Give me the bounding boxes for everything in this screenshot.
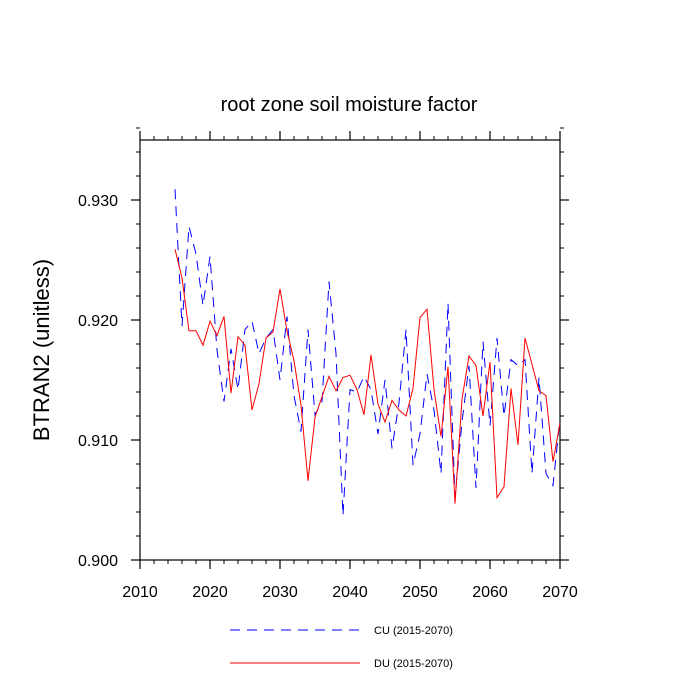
y-tick-label: 0.900 (78, 553, 118, 570)
x-tick-label: 2060 (472, 584, 508, 601)
major-ticks (131, 131, 569, 569)
series-layer (174, 189, 561, 516)
y-tick-labels: 0.900 0.910 0.920 0.930 (78, 193, 118, 570)
legend: CU (2015-2070) DU (2015-2070) (230, 625, 453, 670)
x-tick-label: 2070 (542, 584, 578, 601)
y-axis-label: BTRAN2 (unitless) (29, 259, 54, 441)
x-tick-label: 2040 (332, 584, 368, 601)
x-tick-label: 2010 (122, 584, 158, 601)
legend-label-du: DU (2015-2070) (374, 658, 453, 670)
series-line-cu (174, 189, 561, 516)
series-line-du (174, 249, 561, 504)
x-tick-label: 2020 (192, 584, 228, 601)
y-tick-label: 0.930 (78, 193, 118, 210)
y-tick-label: 0.920 (78, 313, 118, 330)
minor-ticks (136, 127, 564, 564)
x-tick-labels: 2010 2020 2030 2040 2050 2060 2070 (122, 584, 578, 601)
y-tick-label: 0.910 (78, 433, 118, 450)
legend-label-cu: CU (2015-2070) (374, 625, 453, 637)
x-tick-label: 2050 (402, 584, 438, 601)
chart-title: root zone soil moisture factor (221, 94, 478, 116)
x-tick-label: 2030 (262, 584, 298, 601)
